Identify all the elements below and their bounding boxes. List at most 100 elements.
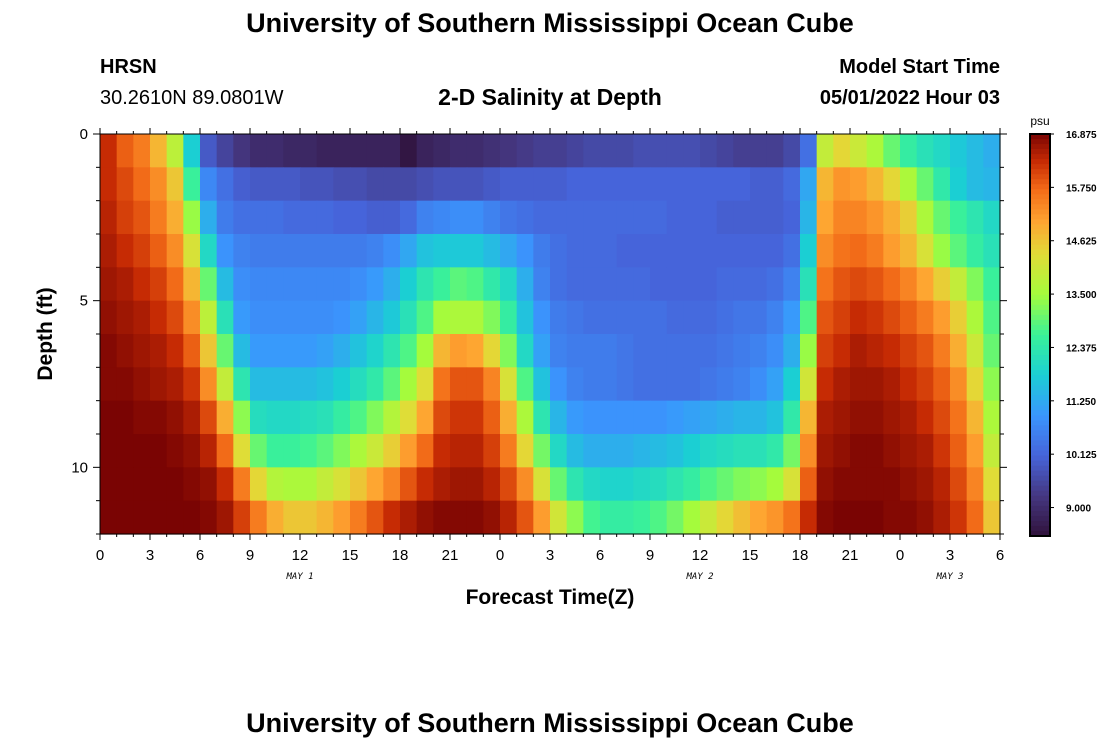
heatmap-cell <box>116 334 134 368</box>
heatmap-cell <box>800 400 818 435</box>
heatmap-cell <box>950 334 968 368</box>
heatmap-cell <box>283 234 301 268</box>
colorbar-segment <box>1030 510 1050 517</box>
heatmap-cell <box>983 200 1001 235</box>
heatmap-cell <box>666 334 684 368</box>
heatmap-cell <box>383 334 401 368</box>
heatmap-cell <box>516 434 534 468</box>
heatmap-cell <box>333 400 351 435</box>
heatmap-cell <box>983 267 1001 302</box>
heatmap-cell <box>583 200 601 235</box>
heatmap-cell <box>833 300 851 335</box>
heatmap-cell <box>983 234 1001 268</box>
heatmap-cell <box>916 300 934 335</box>
heatmap-cell <box>150 334 168 368</box>
heatmap-cell <box>700 467 718 502</box>
heatmap-cell <box>166 434 184 468</box>
heatmap-cell <box>166 234 184 268</box>
heatmap-cell <box>800 267 818 302</box>
heatmap-cell <box>166 467 184 502</box>
heatmap-cell <box>950 234 968 268</box>
heatmap-cell <box>366 200 384 235</box>
heatmap-cell <box>383 234 401 268</box>
heatmap-cell <box>200 500 218 535</box>
heatmap-cell <box>466 234 484 268</box>
colorbar-segment <box>1030 149 1050 155</box>
heatmap-cell <box>550 167 568 202</box>
colorbar-segment <box>1030 385 1050 391</box>
heatmap-cell <box>616 167 634 202</box>
heatmap-cell <box>566 167 584 202</box>
heatmap-cell <box>966 167 984 202</box>
heatmap-cell <box>433 134 451 168</box>
heatmap-cell <box>533 500 551 535</box>
heatmap-cell <box>533 334 551 368</box>
heatmap-cell <box>550 467 568 502</box>
colorbar-segment <box>1030 420 1050 427</box>
heatmap-cell <box>266 500 284 535</box>
heatmap-cell <box>366 334 384 368</box>
heatmap-cell <box>400 334 418 368</box>
heatmap-cell <box>133 234 151 268</box>
heatmap-cell <box>866 200 884 235</box>
heatmap-cell <box>183 300 201 335</box>
heatmap-cell <box>166 367 184 402</box>
heatmap-cell <box>916 167 934 202</box>
heatmap-cell <box>116 367 134 402</box>
heatmap-cell <box>966 400 984 435</box>
heatmap-cell <box>533 267 551 302</box>
colorbar-segment <box>1030 380 1050 386</box>
colorbar-segment <box>1030 460 1050 467</box>
colorbar-segment <box>1030 154 1050 160</box>
heatmap-cell <box>400 400 418 435</box>
heatmap-cell <box>633 200 651 235</box>
heatmap-cell <box>933 267 951 302</box>
heatmap-cell <box>650 467 668 502</box>
heatmap-cell <box>316 467 334 502</box>
heatmap-cell <box>500 434 518 468</box>
heatmap-cell <box>500 400 518 435</box>
heatmap-cell <box>850 200 868 235</box>
heatmap-cell <box>450 200 468 235</box>
heatmap-cell <box>150 300 168 335</box>
heatmap-cell <box>400 200 418 235</box>
heatmap-cell <box>316 134 334 168</box>
heatmap-cell <box>883 467 901 502</box>
heatmap-cell <box>150 500 168 535</box>
heatmap-cell <box>516 200 534 235</box>
heatmap-cell <box>633 134 651 168</box>
heatmap-cell <box>833 234 851 268</box>
heatmap-cell <box>633 334 651 368</box>
heatmap-cell <box>733 267 751 302</box>
heatmap-cell <box>383 300 401 335</box>
heatmap-cell <box>416 300 434 335</box>
heatmap-cell <box>883 334 901 368</box>
heatmap-cell <box>600 467 618 502</box>
heatmap-cell <box>616 367 634 402</box>
heatmap-cell <box>700 500 718 535</box>
heatmap-cell <box>733 167 751 202</box>
heatmap-cell <box>650 367 668 402</box>
heatmap-cell <box>266 134 284 168</box>
x-tick-label: 6 <box>596 547 604 564</box>
heatmap-cell <box>450 367 468 402</box>
colorbar-segment <box>1030 435 1050 442</box>
heatmap-cell <box>483 467 501 502</box>
heatmap-cell <box>816 500 834 535</box>
colorbar-segment <box>1030 525 1050 532</box>
heatmap-cell <box>600 267 618 302</box>
heatmap-cell <box>183 367 201 402</box>
heatmap-cell <box>416 334 434 368</box>
heatmap-cell <box>100 134 118 168</box>
heatmap-cell <box>500 167 518 202</box>
heatmap-cell <box>483 434 501 468</box>
heatmap-cell <box>116 400 134 435</box>
heatmap-cell <box>800 500 818 535</box>
heatmap-cell <box>666 200 684 235</box>
heatmap-cell <box>750 134 768 168</box>
heatmap-cell <box>350 467 368 502</box>
heatmap-cell <box>900 200 918 235</box>
colorbar-segment <box>1030 335 1050 341</box>
colorbar-segment <box>1030 520 1050 527</box>
heatmap-cell <box>233 234 251 268</box>
